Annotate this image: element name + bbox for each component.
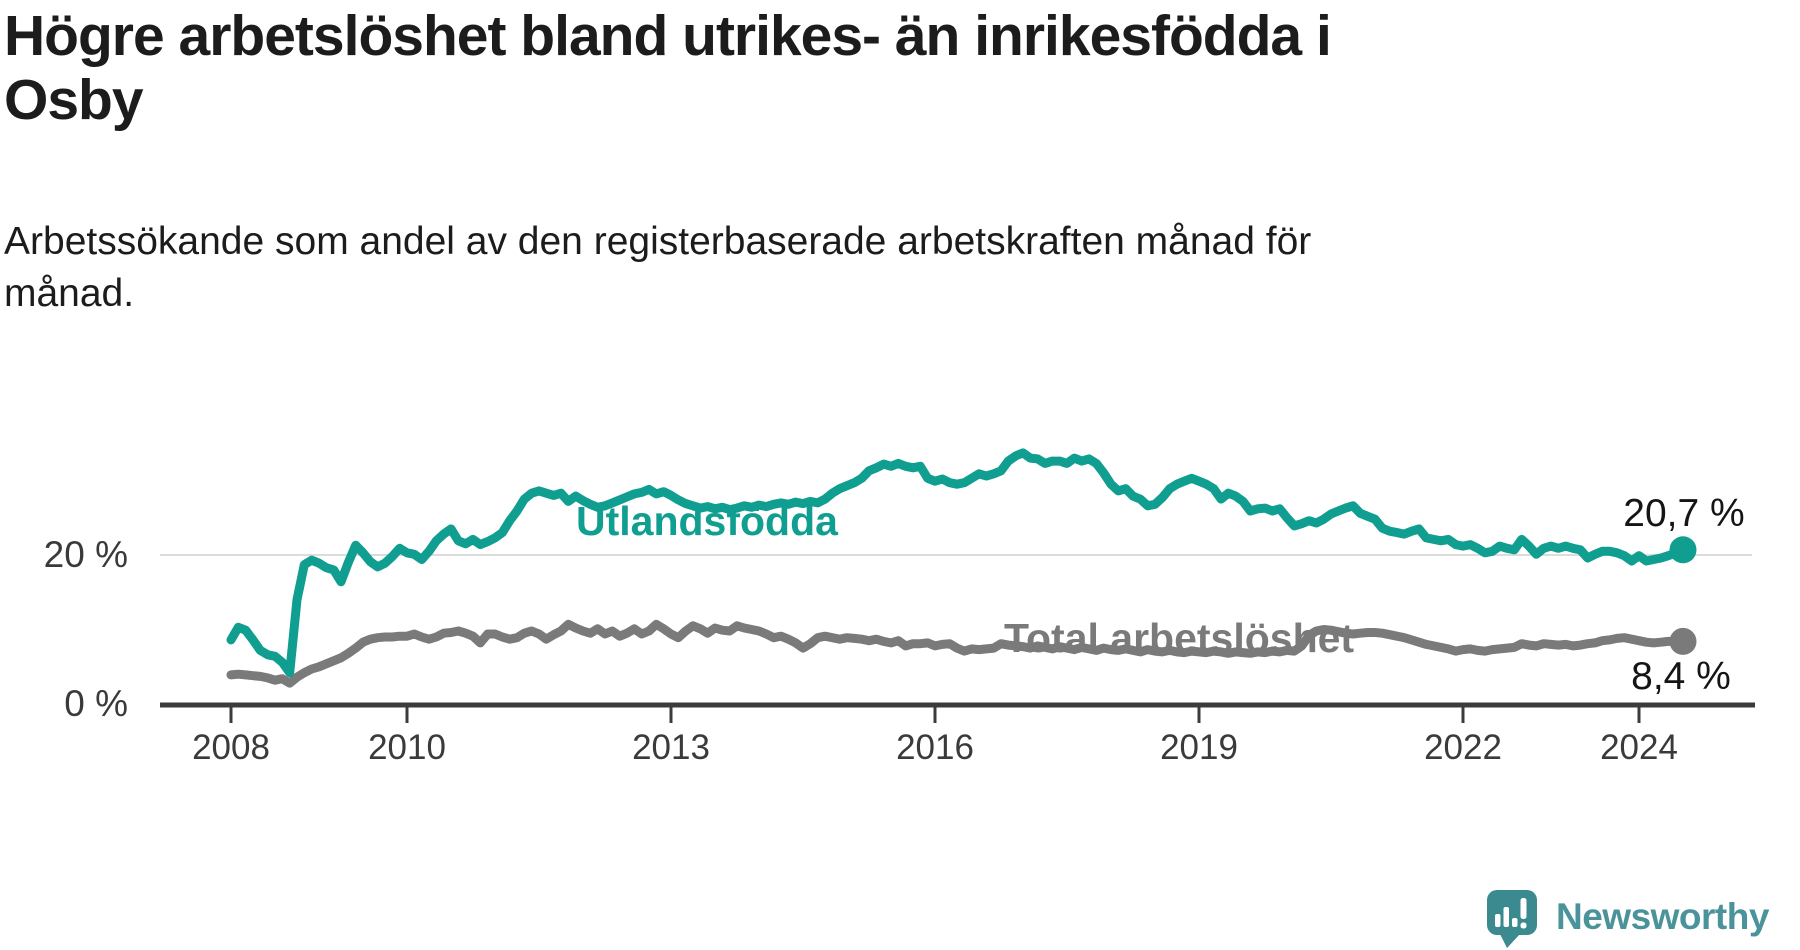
- subtitle-line-1: Arbetssökande som andel av den registerb…: [4, 220, 1312, 263]
- subtitle-line-2: månad.: [4, 272, 135, 315]
- x-axis-tick-label-2019: 2019: [1160, 728, 1238, 767]
- newsworthy-logo-icon: [1487, 890, 1537, 948]
- x-axis-tick-label-2010: 2010: [368, 728, 446, 767]
- end-value-label-utlandsfodda: 20,7 %: [1623, 492, 1745, 535]
- series-end-dot-total: [1669, 627, 1697, 655]
- end-value-label-total: 8,4 %: [1631, 655, 1731, 698]
- newsworthy-logo: Newsworthy: [1486, 888, 1800, 948]
- title-line-2: Osby: [4, 68, 144, 132]
- x-axis-tick-label-2016: 2016: [896, 728, 974, 767]
- y-axis-tick-label-20: 20 %: [43, 534, 128, 575]
- newsworthy-logo-text: Newsworthy: [1556, 896, 1769, 937]
- title-line-1: Högre arbetslöshet bland utrikes- än inr…: [4, 4, 1332, 68]
- x-axis-tick-label-2022: 2022: [1424, 728, 1502, 767]
- page-title: Högre arbetslöshet bland utrikes- än inr…: [4, 4, 1332, 132]
- series-end-dot-utlandsfodda: [1669, 536, 1697, 564]
- x-axis-tick-label-2013: 2013: [632, 728, 710, 767]
- y-axis-tick-label-0: 0 %: [64, 683, 128, 724]
- series-label-utlandsfodda: Utlandsfödda: [576, 498, 838, 544]
- series-line-utlandsfodda: [226, 448, 1688, 678]
- chart-subtitle: Arbetssökande som andel av den registerb…: [4, 216, 1311, 320]
- series-line-total: [226, 619, 1688, 688]
- x-axis-tick-label-2024: 2024: [1600, 728, 1678, 767]
- x-axis-tick-label-2008: 2008: [192, 728, 270, 767]
- series-label-total-arbetsloshet: Total arbetslöshet: [1004, 615, 1355, 661]
